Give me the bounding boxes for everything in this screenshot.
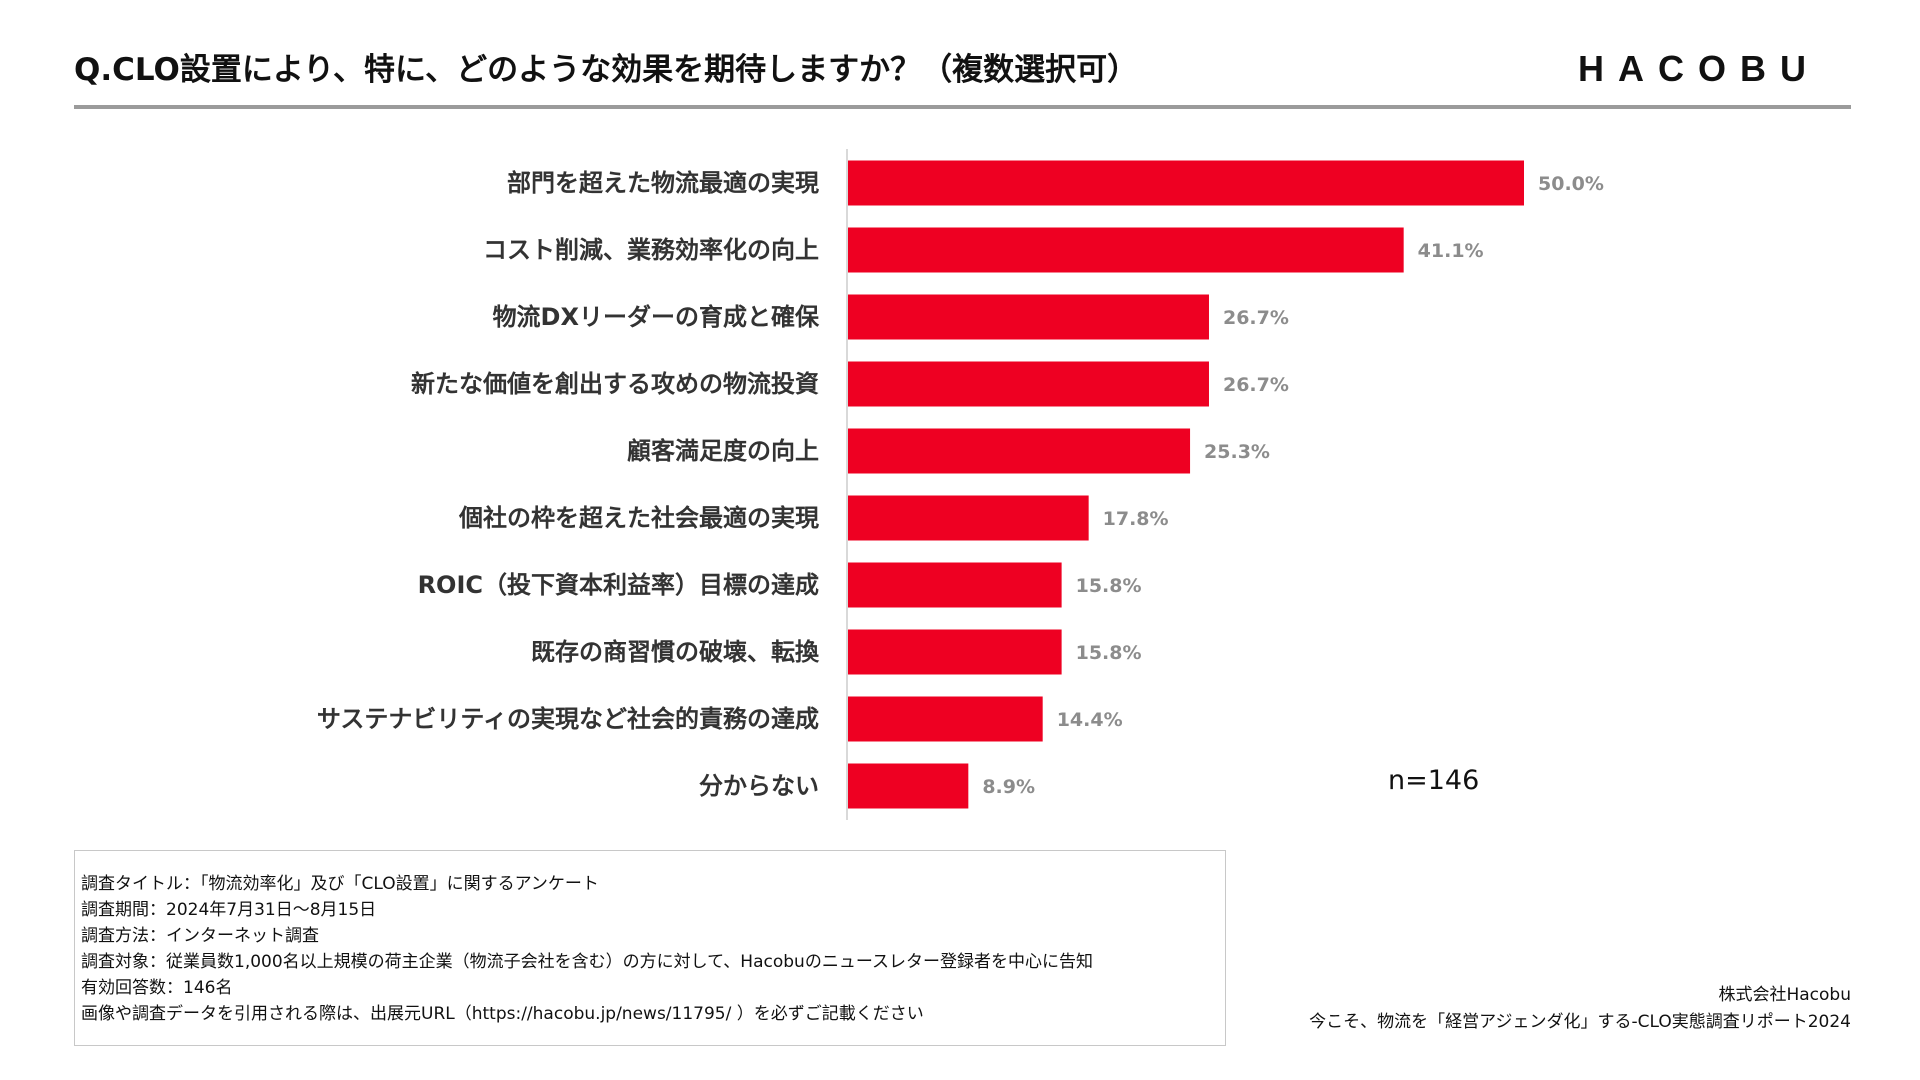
credit-report: 今こそ、物流を「経営アジェンダ化」する-CLO実態調査リポート2024 — [1309, 1012, 1851, 1032]
value-label: 15.8% — [1076, 575, 1142, 597]
value-label: 14.4% — [1057, 709, 1123, 731]
note-survey-target: 調査対象：従業員数1,000名以上規模の荷主企業（物流子会社を含む）の方に対して… — [81, 952, 1093, 972]
note-survey-method: 調査方法：インターネット調査 — [81, 926, 319, 946]
value-label: 41.1% — [1418, 240, 1484, 262]
bar — [848, 495, 1089, 541]
category-label: 部門を超えた物流最適の実現 — [507, 169, 819, 197]
header-divider — [74, 105, 1851, 109]
note-survey-period: 調査期間：2024年7月31日〜8月15日 — [81, 900, 377, 920]
category-label: 物流DXリーダーの育成と確保 — [493, 303, 820, 331]
value-label: 26.7% — [1223, 374, 1289, 396]
survey-notes-box: 調査タイトル：「物流効率化」及び「CLO設置」に関するアンケート 調査期間：20… — [74, 850, 1226, 1046]
credit: 株式会社Hacobu 今こそ、物流を「経営アジェンダ化」する-CLO実態調査リポ… — [1309, 982, 1851, 1036]
bar — [848, 629, 1062, 675]
note-citation: 画像や調査データを引用される際は、出展元URL（https://hacobu.j… — [81, 1004, 924, 1024]
note-valid-responses: 有効回答数：146名 — [81, 978, 233, 998]
category-label: 個社の枠を超えた社会最適の実現 — [458, 504, 819, 532]
bar — [848, 562, 1062, 608]
bar — [848, 696, 1043, 742]
sample-size-annotation: n=146 — [1388, 765, 1480, 796]
page-title: Q.CLO設置により、特に、どのような効果を期待しますか？（複数選択可） — [74, 52, 1139, 88]
bar — [848, 294, 1209, 340]
category-label: ROIC（投下資本利益率）目標の達成 — [418, 571, 819, 599]
hacobu-logo: HACOBU — [1578, 48, 1820, 89]
value-label: 8.9% — [982, 776, 1035, 798]
bar — [848, 763, 969, 809]
category-label: 既存の商習慣の破壊、転換 — [531, 638, 820, 666]
value-label: 15.8% — [1076, 642, 1142, 664]
value-label: 25.3% — [1204, 441, 1270, 463]
category-label: 顧客満足度の向上 — [627, 437, 819, 465]
bar — [848, 160, 1524, 206]
value-label: 17.8% — [1103, 508, 1169, 530]
category-label: サステナビリティの実現など社会的責務の達成 — [317, 705, 819, 733]
note-survey-title: 調査タイトル：「物流効率化」及び「CLO設置」に関するアンケート — [81, 874, 599, 894]
value-label: 50.0% — [1538, 173, 1604, 195]
category-label: コスト削減、業務効率化の向上 — [483, 236, 819, 264]
bar — [848, 227, 1404, 273]
credit-company: 株式会社Hacobu — [1718, 985, 1851, 1005]
bar — [848, 428, 1191, 474]
category-label: 分からない — [699, 772, 819, 800]
value-label: 26.7% — [1223, 307, 1289, 329]
bar — [848, 361, 1209, 407]
category-label: 新たな価値を創出する攻めの物流投資 — [411, 370, 819, 398]
